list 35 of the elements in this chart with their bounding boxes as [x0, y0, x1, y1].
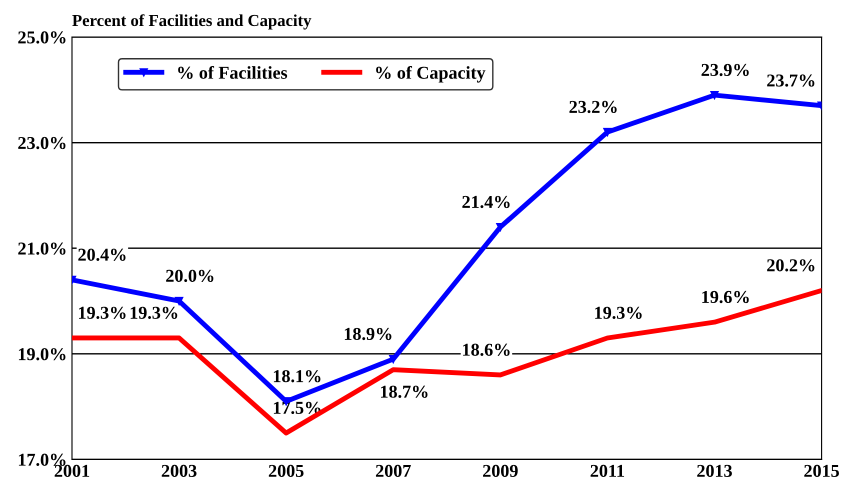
data-label: 18.1%: [274, 370, 320, 382]
data-label: 20.4%: [78, 248, 126, 261]
x-tick-label: 2013: [697, 464, 732, 477]
y-tick-label: 17.0%: [18, 454, 66, 466]
data-label: 21.4%: [462, 196, 510, 208]
data-label: 18.6%: [463, 344, 510, 356]
x-tick-label: 2011: [590, 464, 624, 477]
x-tick-label: 2015: [804, 464, 839, 477]
data-label: 18.9%: [344, 328, 392, 340]
line-series: [72, 288, 822, 436]
x-tick-label: 2005: [268, 464, 304, 477]
data-label: 19.3%: [79, 306, 126, 319]
data-label: 23.2%: [569, 100, 617, 114]
data-label: 19.3%: [130, 306, 178, 319]
x-tick-label: 2003: [162, 464, 197, 477]
y-tick-label: 19.0%: [18, 348, 66, 360]
x-tick-label: 2001: [54, 464, 90, 477]
y-tick-label: 25.0%: [18, 31, 66, 44]
point: [174, 296, 184, 306]
data-label: 19.6%: [702, 290, 749, 304]
y-tick-label: 23.0%: [18, 136, 66, 150]
data-label: 23.9%: [702, 64, 749, 76]
data-label: 23.7%: [767, 74, 814, 87]
x-tick-label: 2007: [376, 464, 411, 477]
data-label: 20.2%: [767, 259, 814, 272]
data-label: 20.0%: [166, 270, 214, 282]
data-label: 18.7%: [380, 386, 428, 398]
point: [603, 128, 612, 136]
legend-label: % of Capacity: [376, 66, 486, 83]
data-label: 19.3%: [595, 306, 642, 319]
point: [710, 90, 719, 100]
x-tick-label: 2009: [483, 464, 518, 477]
chart-title: Percent of Facilities and Capacity: [72, 14, 312, 30]
y-tick-label: 21.0%: [18, 242, 66, 255]
legend-label: % of Facilities: [178, 66, 288, 79]
